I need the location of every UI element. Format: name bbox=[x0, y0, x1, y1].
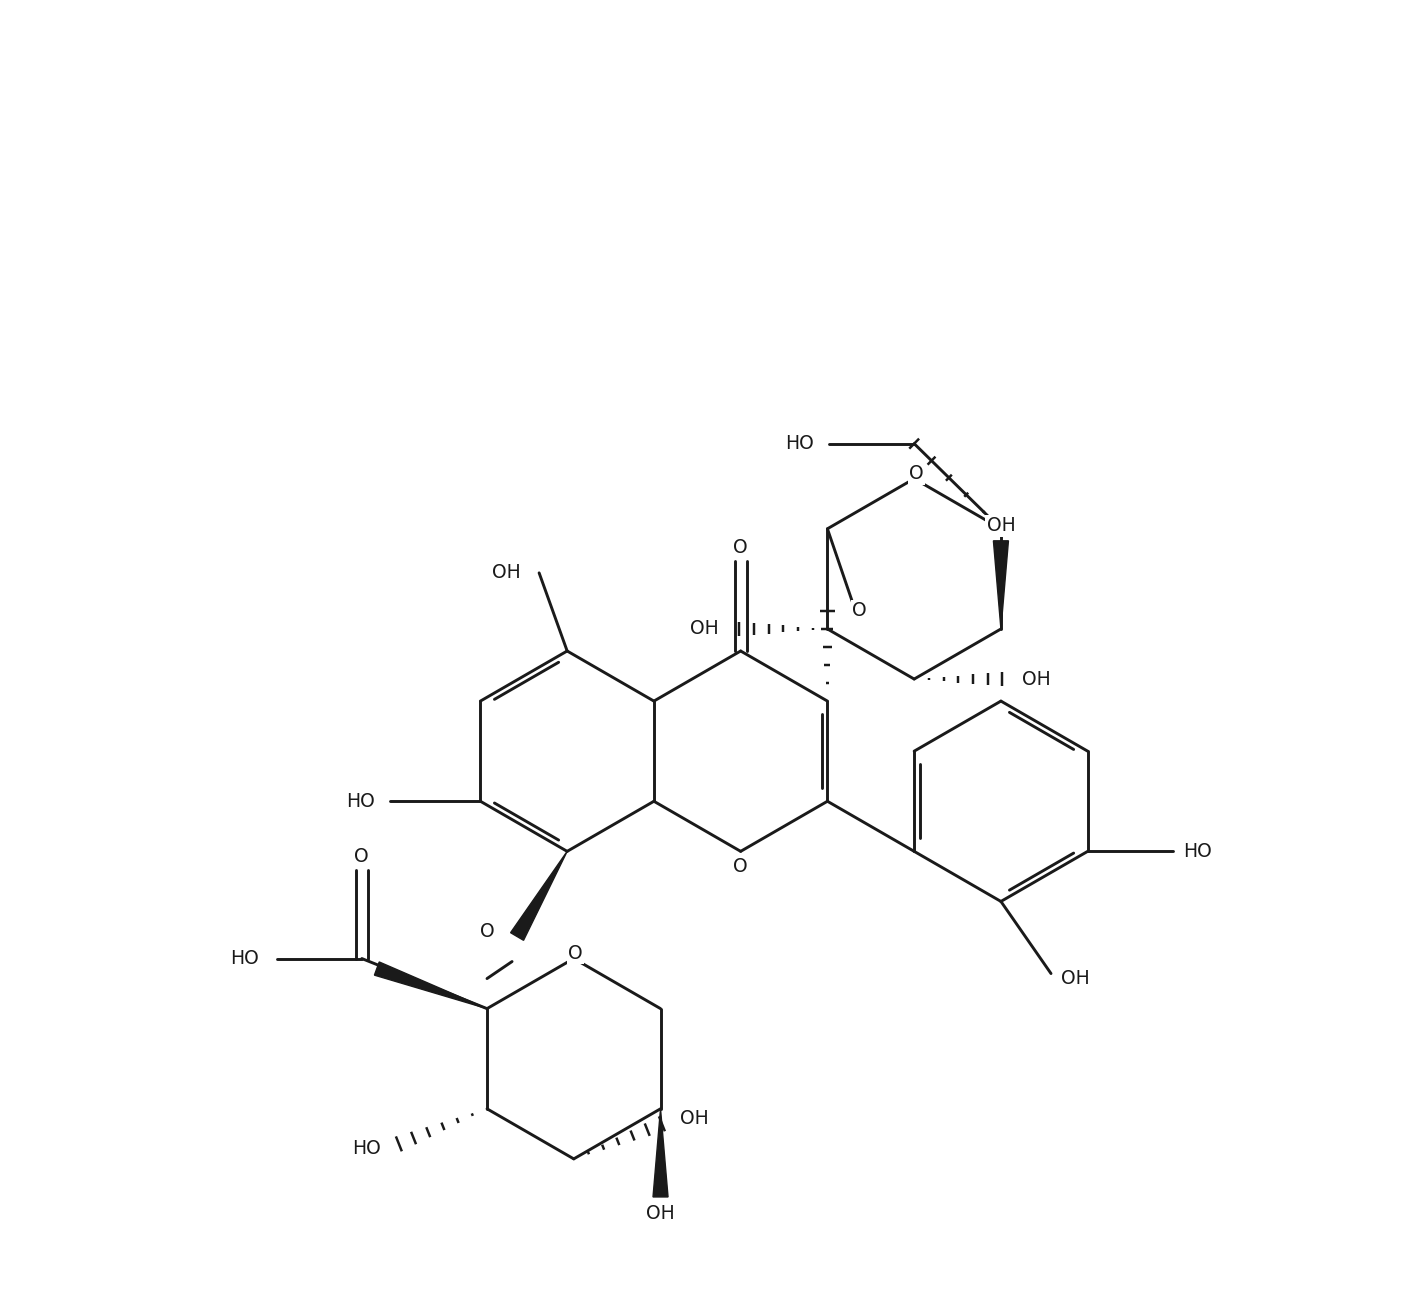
Text: OH: OH bbox=[1062, 969, 1090, 988]
Text: O: O bbox=[480, 922, 496, 941]
Polygon shape bbox=[994, 540, 1008, 629]
Text: HO: HO bbox=[346, 792, 375, 811]
Text: OH: OH bbox=[690, 620, 719, 638]
Text: OH: OH bbox=[493, 564, 521, 582]
Polygon shape bbox=[375, 962, 487, 1009]
Text: O: O bbox=[355, 846, 369, 866]
Text: O: O bbox=[910, 465, 924, 483]
Text: HO: HO bbox=[786, 434, 814, 453]
Text: HO: HO bbox=[352, 1139, 380, 1159]
Text: O: O bbox=[852, 602, 867, 621]
Text: O: O bbox=[569, 944, 583, 963]
Text: HO: HO bbox=[1183, 842, 1212, 861]
Text: OH: OH bbox=[680, 1109, 708, 1129]
Polygon shape bbox=[511, 852, 567, 940]
Text: OH: OH bbox=[987, 517, 1015, 535]
Text: O: O bbox=[734, 857, 748, 876]
Polygon shape bbox=[653, 1109, 667, 1197]
Text: OH: OH bbox=[646, 1204, 674, 1224]
Text: OH: OH bbox=[1022, 669, 1052, 689]
Text: O: O bbox=[734, 538, 748, 557]
Text: HO: HO bbox=[230, 949, 259, 967]
